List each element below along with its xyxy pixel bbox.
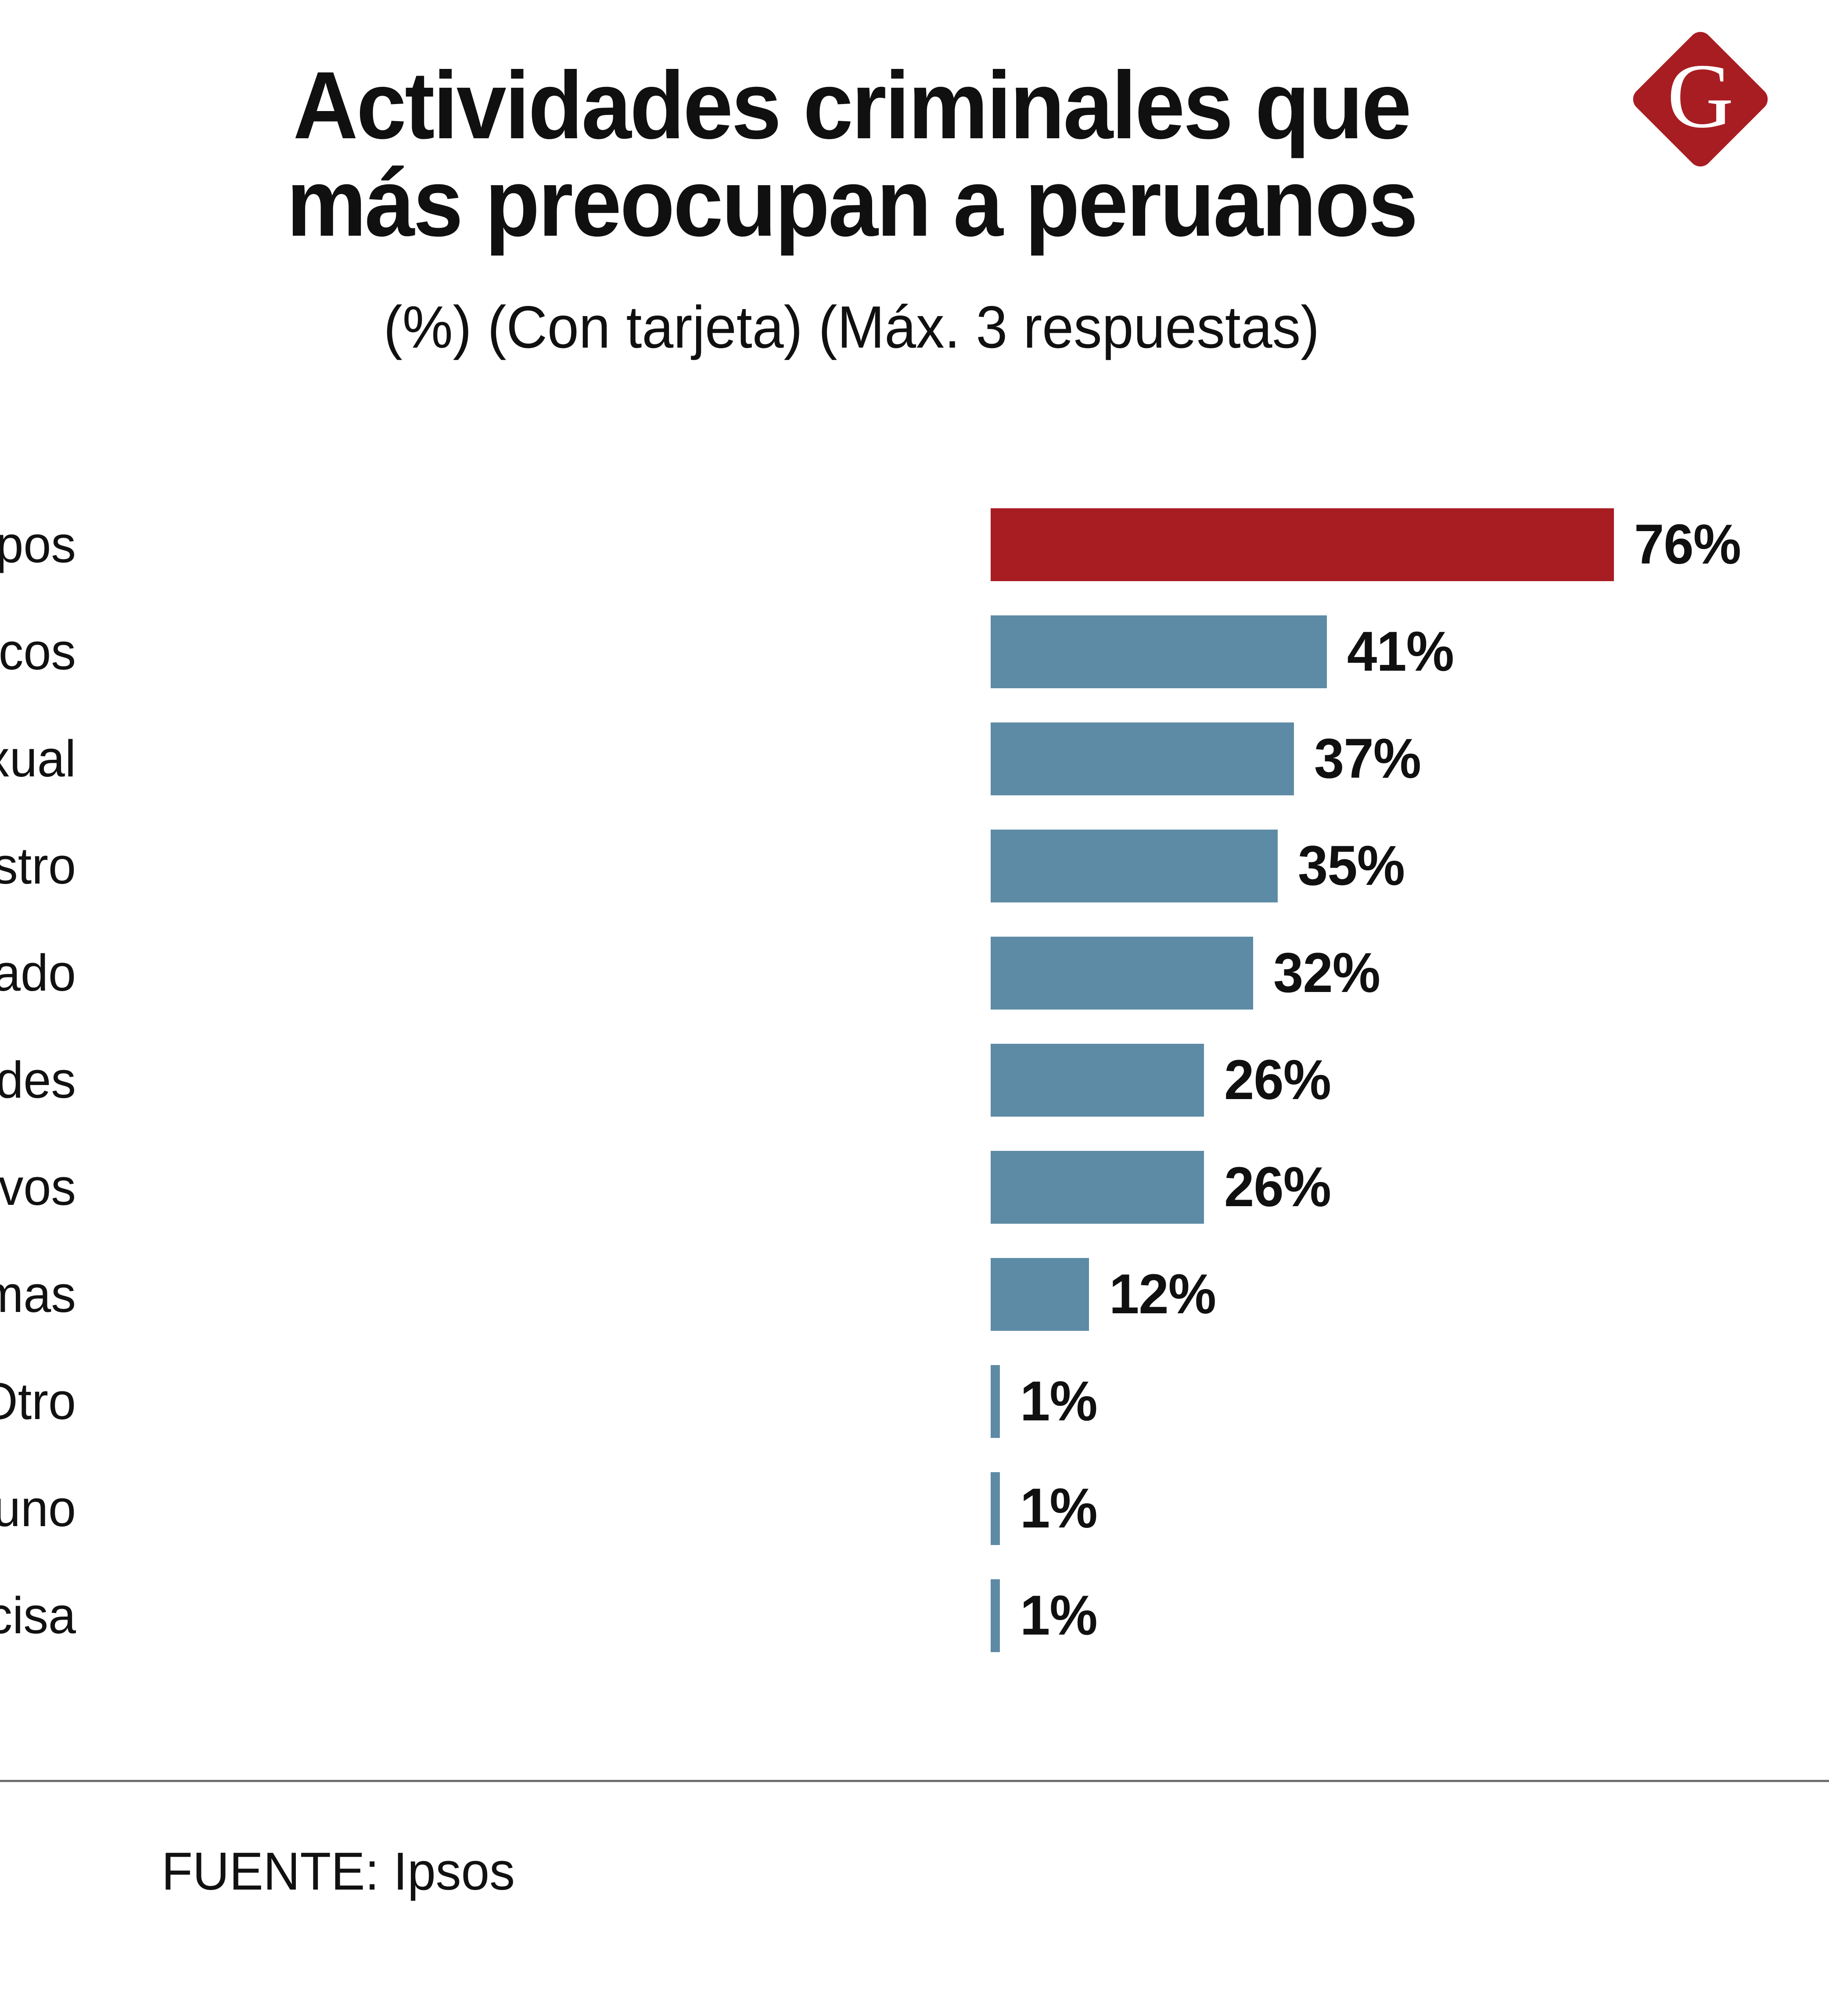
bar (991, 722, 1294, 795)
title-block: Actividades criminales que más preocupan… (132, 57, 1571, 360)
page-title-line-1: Actividades criminales que (293, 52, 1412, 159)
chart-row: Corrupción de funcionarios públicos 41% (0, 615, 1829, 688)
category-label: Ninguno (0, 1480, 76, 1538)
value-label: 32% (1273, 942, 1380, 1004)
value-label: 41% (1347, 620, 1454, 683)
footer-divider (0, 1780, 1829, 1782)
value-label: 1% (1020, 1370, 1098, 1433)
value-label: 26% (1224, 1049, 1331, 1111)
chart-header: Actividades criminales que más preocupan… (0, 0, 1829, 439)
bar (991, 1472, 1000, 1545)
value-label: 37% (1314, 727, 1421, 790)
value-label: 35% (1298, 834, 1405, 897)
bar (991, 1365, 1000, 1438)
bar (991, 1044, 1204, 1117)
category-label: Porte y tráfico ilegal de armas (0, 1265, 76, 1323)
bar-chart: Extorsión y cobro de cupos 76% Corrupción … (0, 474, 1829, 1703)
chart-row: Extorsión y cobro de cupos 76% (0, 508, 1829, 581)
bar (991, 615, 1327, 688)
category-label: Robo agravado (0, 944, 76, 1002)
gestion-diamond-logo-icon (1628, 27, 1773, 172)
value-label: 1% (1020, 1584, 1098, 1647)
category-label: No precisa (0, 1587, 76, 1645)
chart-row: Violencia sexual 37% (0, 722, 1829, 795)
value-label: 76% (1634, 513, 1741, 576)
source-label: FUENTE: Ipsos (162, 1841, 515, 1901)
chart-row: Secuestro 35% (0, 830, 1829, 902)
value-label: 12% (1109, 1263, 1216, 1326)
bar (991, 1151, 1204, 1224)
page-title-line-2: más preocupan a peruanos (286, 150, 1418, 257)
bar (991, 937, 1253, 1010)
category-label: Gota a gota / préstamos extorsivos (0, 1158, 76, 1216)
category-label: Corrupción de funcionarios públicos (0, 623, 76, 681)
bar (991, 508, 1614, 581)
bar (991, 1258, 1089, 1331)
value-label: 26% (1224, 1156, 1331, 1218)
category-label: Otro (0, 1373, 76, 1430)
category-label: Extorsión y cobro de cupos (0, 516, 76, 574)
chart-row: No precisa 1% (0, 1579, 1829, 1652)
category-label: Estafas y fraudes (0, 1051, 76, 1109)
chart-row: Porte y tráfico ilegal de armas 12% (0, 1258, 1829, 1331)
chart-row: Otro 1% (0, 1365, 1829, 1438)
chart-row: Robo agravado 32% (0, 937, 1829, 1010)
bar (991, 1579, 1000, 1652)
chart-subtitle: (%) (Con tarjeta) (Máx. 3 respuestas) (383, 293, 1320, 360)
bar (991, 830, 1278, 902)
chart-row: Gota a gota / préstamos extorsivos 26% (0, 1151, 1829, 1224)
value-label: 1% (1020, 1477, 1098, 1540)
category-label: Violencia sexual (0, 730, 76, 788)
category-label: Secuestro (0, 837, 76, 895)
chart-row: Ninguno 1% (0, 1472, 1829, 1545)
chart-row: Estafas y fraudes 26% (0, 1044, 1829, 1117)
